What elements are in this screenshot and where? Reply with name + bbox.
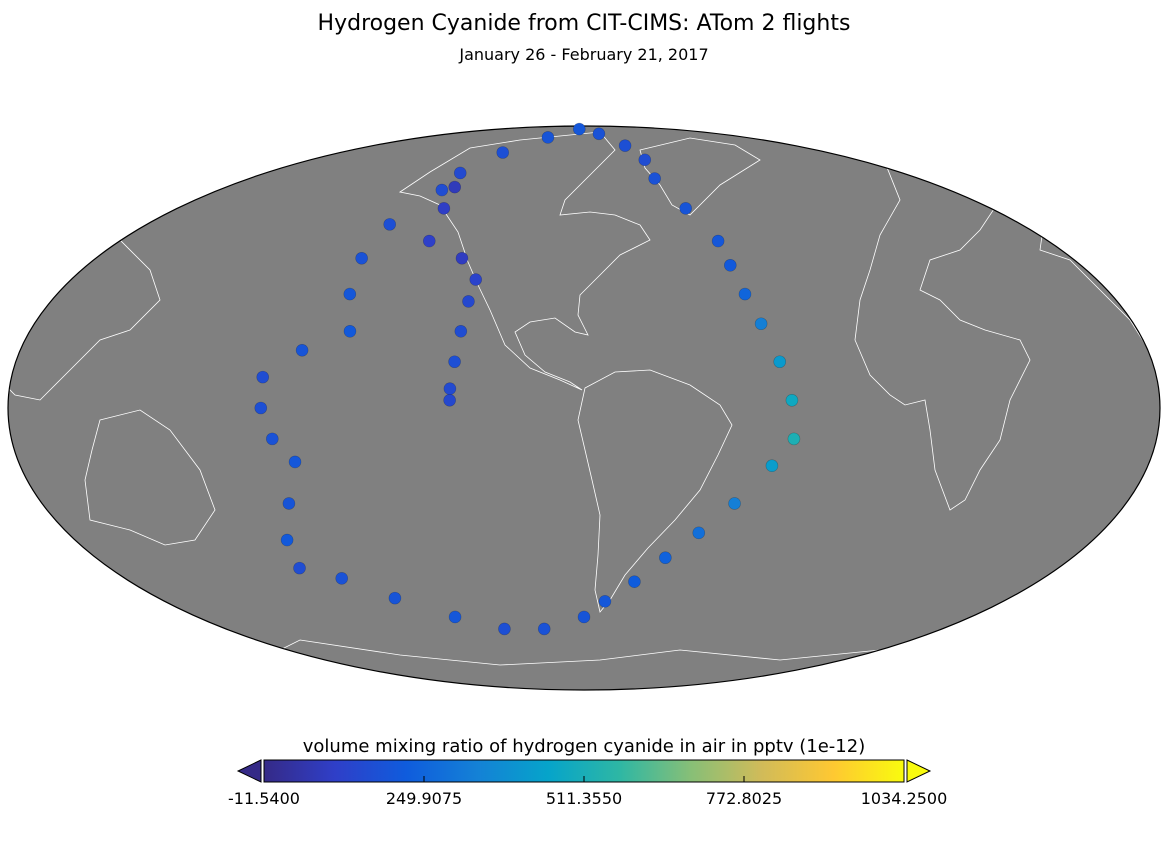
- track-point: [454, 324, 468, 338]
- track-point: [711, 234, 725, 248]
- track-point: [541, 131, 555, 144]
- track-point: [462, 295, 475, 308]
- track-point: [537, 622, 551, 636]
- colorbar: volume mixing ratio of hydrogen cyanide …: [228, 736, 947, 808]
- title: Hydrogen Cyanide from CIT-CIMS: ATom 2 f…: [318, 11, 851, 36]
- colorbar-label: volume mixing ratio of hydrogen cyanide …: [303, 736, 865, 757]
- track-point: [443, 382, 457, 395]
- track-point: [265, 432, 279, 446]
- track-point: [469, 273, 483, 286]
- track-point: [437, 202, 451, 215]
- track-point: [692, 526, 706, 540]
- track-point: [355, 251, 368, 265]
- colorbar-tick-label: 249.9075: [386, 789, 462, 808]
- map-background: [8, 126, 1160, 690]
- track-point: [498, 622, 511, 636]
- track-point: [254, 401, 268, 415]
- track-point: [256, 370, 270, 384]
- track-point: [443, 393, 456, 407]
- track-point: [648, 172, 661, 185]
- track-point: [592, 127, 606, 141]
- colorbar-tick-label: 772.8025: [706, 789, 782, 808]
- track-point: [335, 572, 349, 585]
- track-point: [773, 355, 787, 369]
- colorbar-tick-label: 1034.2500: [861, 789, 948, 808]
- track-point: [343, 324, 357, 338]
- track-point: [435, 183, 449, 197]
- track-point: [572, 122, 586, 136]
- track-point: [282, 497, 296, 510]
- track-point: [723, 258, 737, 272]
- track-point: [598, 595, 612, 608]
- track-point: [280, 533, 294, 547]
- track-point: [388, 591, 402, 605]
- coast-south-america: [577, 369, 733, 613]
- track-point: [638, 153, 652, 167]
- flight-track: [254, 122, 801, 636]
- track-point: [785, 393, 799, 407]
- track-point: [295, 343, 309, 357]
- track-point: [448, 180, 462, 194]
- track-point: [288, 455, 302, 469]
- track-point: [496, 146, 510, 159]
- colorbar-tick-label: -11.5400: [228, 789, 300, 808]
- colorbar-extend-low: [236, 759, 262, 783]
- colorbar-extend-high: [906, 759, 932, 783]
- track-point: [455, 251, 469, 265]
- track-point: [679, 202, 692, 215]
- colorbar-tick-label: 511.3550: [546, 789, 622, 808]
- track-point: [659, 551, 672, 565]
- subtitle: January 26 - February 21, 2017: [458, 45, 708, 64]
- track-point: [738, 287, 752, 301]
- coast-antarctica: [199, 639, 1001, 690]
- track-point: [383, 218, 397, 231]
- track-point: [765, 459, 779, 473]
- track-point: [728, 497, 741, 510]
- track-point: [754, 317, 768, 331]
- track-point: [448, 610, 462, 624]
- track-point: [453, 166, 467, 180]
- track-point: [343, 287, 357, 301]
- track-point: [628, 575, 641, 588]
- coast-australia: [84, 409, 216, 546]
- track-point: [787, 432, 801, 446]
- track-point: [618, 139, 632, 152]
- track-point: [448, 355, 461, 369]
- track-point: [422, 234, 436, 248]
- track-point: [293, 561, 306, 575]
- track-point: [577, 610, 591, 624]
- coast-north-america: [398, 131, 651, 391]
- coast-europe-africa: [854, 139, 1031, 511]
